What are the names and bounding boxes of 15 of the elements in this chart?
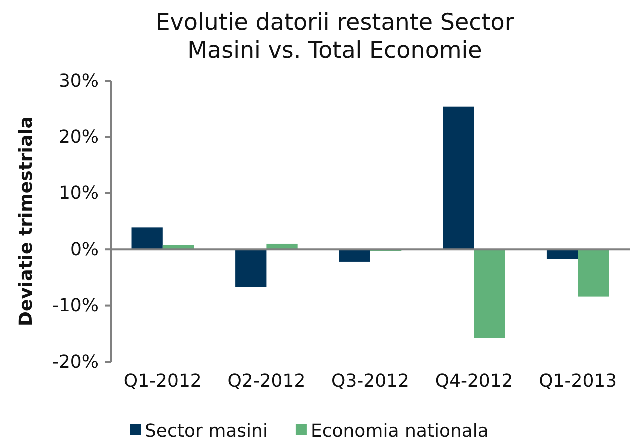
y-tick-label: 20% [58, 126, 99, 148]
chart-title: Evolutie datorii restante Sector Masini vs. Total Economie [156, 10, 515, 64]
x-tick-label: Q2-2012 [228, 371, 306, 392]
x-tick-label: Q3-2012 [332, 371, 410, 392]
x-tick-label: Q4-2012 [435, 371, 514, 392]
y-axis-title: Deviatie trimestriala [16, 116, 37, 326]
y-tick-label: 30% [58, 70, 99, 92]
legend-label: Economia nationala [310, 421, 489, 442]
y-tick-label: -20% [52, 352, 99, 373]
x-tick-label: Q1-2012 [124, 371, 202, 392]
y-tick-label: 0% [70, 239, 99, 260]
y-tick-label: 10% [58, 183, 99, 204]
y-tick-label: -10% [52, 296, 99, 317]
legend-label: Sector masini [145, 421, 268, 442]
x-tick-label: Q1-2013 [539, 371, 618, 392]
